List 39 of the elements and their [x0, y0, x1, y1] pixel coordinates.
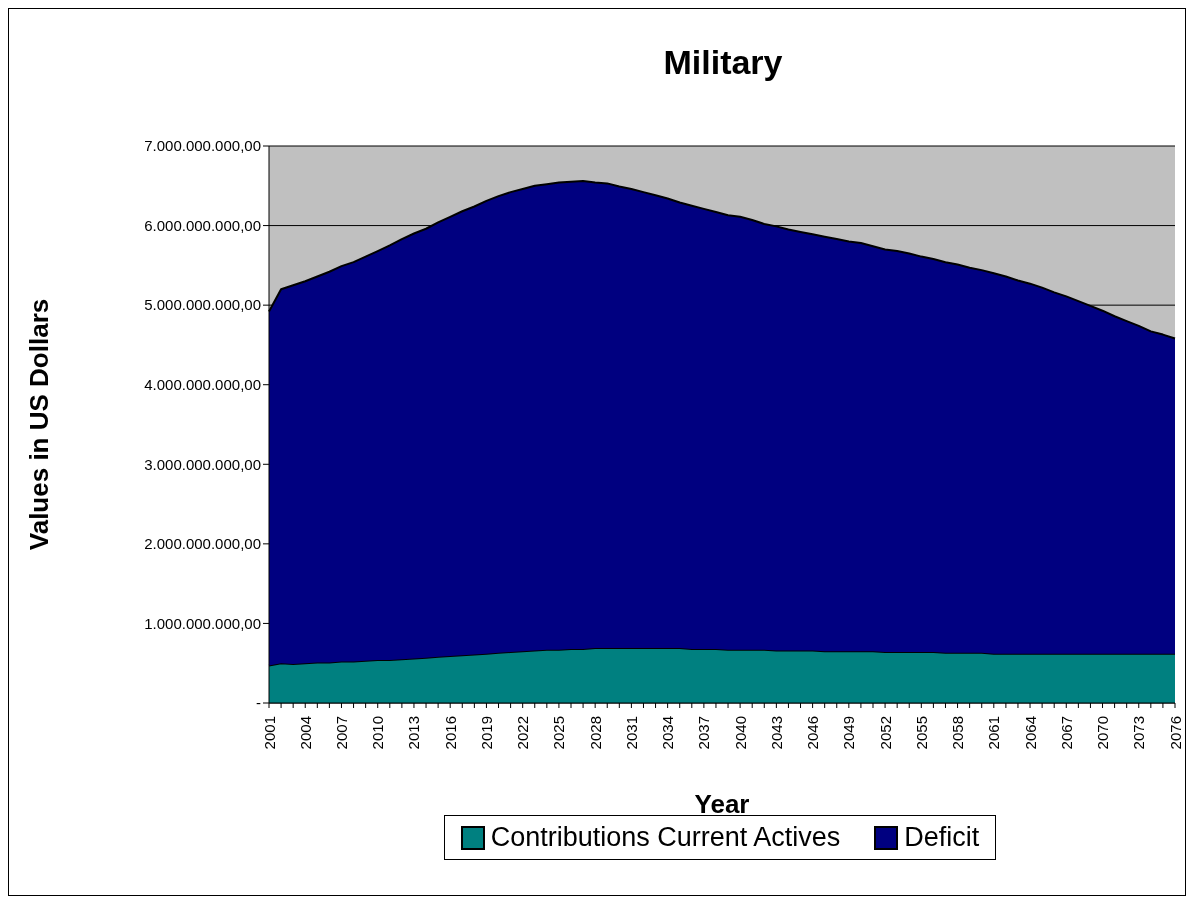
x-tick-label: 2016: [441, 716, 459, 750]
legend-label: Deficit: [904, 822, 980, 853]
x-tick-label: 2007: [332, 716, 350, 750]
x-tick-label: 2055: [912, 716, 930, 750]
y-tick-label: 1.000.000.000,00: [144, 614, 261, 632]
x-tick-label: 2028: [586, 716, 604, 750]
y-tick-label: 7.000.000.000,00: [144, 137, 261, 155]
x-tick-label: 2064: [1021, 716, 1039, 750]
y-tick-label: 2.000.000.000,00: [144, 535, 261, 553]
x-tick-label: 2043: [767, 716, 785, 750]
x-tick-label: 2022: [514, 716, 532, 750]
y-tick-label: 5.000.000.000,00: [144, 296, 261, 314]
y-tick-label: 6.000.000.000,00: [144, 216, 261, 234]
y-tick-label: 4.000.000.000,00: [144, 376, 261, 394]
x-tick-label: 2025: [550, 716, 568, 750]
x-tick-label: 2040: [731, 716, 749, 750]
y-axis-title: Values in US Dollars: [24, 298, 55, 551]
chart-title: Military: [662, 43, 784, 82]
x-tick-label: 2049: [840, 716, 858, 750]
x-tick-label: 2061: [985, 716, 1003, 750]
x-tick-label: 2076: [1166, 716, 1184, 750]
x-axis-title: Year: [694, 789, 750, 819]
x-tick-label: 2004: [296, 716, 314, 750]
x-tick-label: 2019: [477, 716, 495, 750]
x-tick-label: 2073: [1130, 716, 1148, 750]
x-tick-label: 2058: [949, 716, 967, 750]
x-tick-label: 2046: [804, 716, 822, 750]
x-tick-label: 2010: [369, 716, 387, 750]
x-tick-label: 2001: [260, 716, 278, 750]
x-tick-label: 2070: [1094, 716, 1112, 750]
y-tick-label: 3.000.000.000,00: [144, 455, 261, 473]
x-tick-label: 2034: [659, 716, 677, 750]
x-tick-label: 2031: [622, 716, 640, 750]
x-tick-label: 2013: [405, 716, 423, 750]
legend-label: Contributions Current Actives: [490, 822, 841, 853]
x-tick-label: 2037: [695, 716, 713, 750]
y-tick-label: -: [256, 694, 261, 712]
x-tick-label: 2052: [876, 716, 894, 750]
x-tick-label: 2067: [1057, 716, 1075, 750]
